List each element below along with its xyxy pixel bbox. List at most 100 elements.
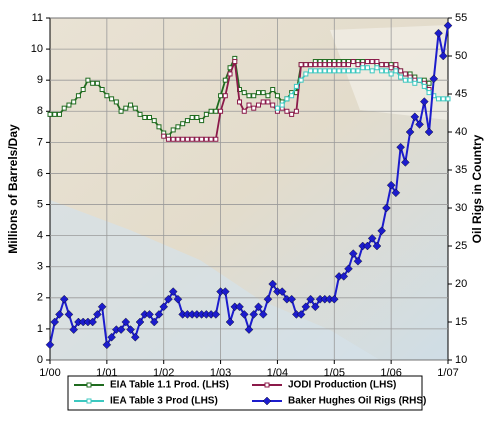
point <box>353 256 363 266</box>
y-tick-label: 4 <box>37 230 43 242</box>
point <box>208 108 214 114</box>
point <box>260 90 266 96</box>
point <box>175 136 181 142</box>
point <box>227 71 233 77</box>
legend-label: JODI Production (LHS) <box>288 380 396 391</box>
x-tick-label: 1/03 <box>210 367 231 379</box>
point <box>327 68 333 74</box>
point <box>308 62 314 68</box>
point <box>235 302 244 312</box>
point <box>237 99 243 105</box>
point <box>344 264 353 274</box>
y-axis-title: Millions of Barrels/Day <box>6 124 20 254</box>
point <box>331 68 337 74</box>
point <box>90 80 96 86</box>
point <box>189 136 195 142</box>
point <box>298 77 304 83</box>
point <box>255 102 261 108</box>
y2-tick-label: 15 <box>455 316 467 328</box>
point <box>327 62 333 68</box>
point <box>420 97 429 106</box>
point <box>249 310 259 319</box>
point <box>97 302 107 312</box>
point <box>189 114 195 120</box>
point <box>336 68 342 74</box>
point <box>438 51 448 61</box>
point <box>222 93 228 99</box>
point <box>317 62 323 68</box>
point <box>336 62 342 68</box>
point <box>440 96 446 102</box>
point <box>364 65 370 71</box>
point <box>405 127 415 137</box>
point <box>393 62 399 68</box>
point <box>251 93 257 99</box>
y-tick-label: 8 <box>37 105 43 117</box>
point <box>374 65 380 71</box>
point <box>388 71 394 77</box>
point <box>268 279 277 289</box>
point <box>194 114 200 120</box>
point <box>116 325 126 334</box>
legend-marker <box>86 398 92 404</box>
point <box>113 99 119 105</box>
y-tick-label: 3 <box>37 261 43 273</box>
point <box>123 105 129 111</box>
point <box>301 302 311 312</box>
point <box>241 108 247 114</box>
point <box>379 68 385 74</box>
point <box>287 294 296 304</box>
point <box>434 28 443 38</box>
point <box>159 302 168 312</box>
point <box>346 68 351 74</box>
y-tick-label: 6 <box>37 167 43 179</box>
point <box>132 105 138 111</box>
point <box>161 133 167 139</box>
point <box>254 302 263 312</box>
point <box>246 93 252 99</box>
legend-marker <box>262 396 272 406</box>
point <box>322 68 328 74</box>
point <box>118 108 124 114</box>
point <box>194 136 200 142</box>
y2-tick-label: 10 <box>455 354 467 366</box>
point <box>270 102 276 108</box>
point <box>203 136 209 142</box>
point <box>149 317 159 327</box>
point <box>396 142 405 152</box>
point <box>131 332 140 342</box>
point <box>109 96 115 102</box>
point <box>222 77 228 83</box>
point <box>56 111 62 117</box>
point <box>429 74 439 84</box>
point <box>391 188 401 198</box>
point <box>312 62 318 68</box>
point <box>410 112 420 122</box>
point <box>104 93 110 99</box>
point <box>121 317 131 327</box>
point <box>128 102 134 108</box>
x-tick-label: 1/06 <box>380 367 401 379</box>
point <box>180 136 186 142</box>
point <box>346 62 351 68</box>
point <box>199 118 205 124</box>
point <box>379 62 385 68</box>
point <box>382 203 391 213</box>
point <box>94 80 100 86</box>
point <box>298 62 304 68</box>
point <box>306 294 315 304</box>
point <box>317 68 323 74</box>
point <box>211 310 221 319</box>
point <box>360 65 366 71</box>
point <box>265 99 271 105</box>
x-tick-label: 1/00 <box>39 367 60 379</box>
point <box>377 226 386 236</box>
point <box>168 287 178 296</box>
point <box>402 71 408 77</box>
x-tick-label: 1/07 <box>437 367 458 379</box>
y2-tick-label: 40 <box>455 126 467 138</box>
y-tick-label: 0 <box>37 354 43 366</box>
point <box>341 68 347 74</box>
point <box>85 77 91 83</box>
